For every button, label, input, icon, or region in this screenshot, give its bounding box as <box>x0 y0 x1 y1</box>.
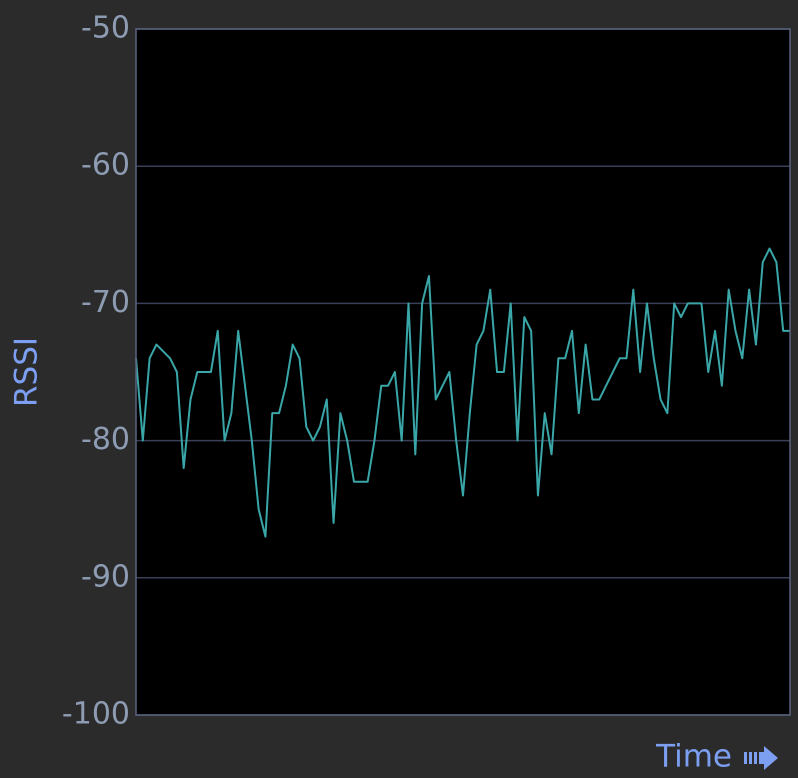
y-axis-title: RSSI <box>9 337 45 407</box>
y-tick-label: -60 <box>81 148 130 183</box>
plot-border <box>135 28 791 716</box>
y-tick-label: -80 <box>81 422 130 457</box>
arrow-icon <box>744 746 778 770</box>
line <box>135 247 790 538</box>
plot-area <box>136 29 790 715</box>
series <box>135 247 790 538</box>
y-tick-label: -70 <box>81 285 130 320</box>
y-tick-label: -50 <box>81 11 130 46</box>
y-tick-label: -90 <box>81 559 130 594</box>
x-axis-title: Time <box>655 739 732 775</box>
y-tick-label: -100 <box>62 697 130 732</box>
